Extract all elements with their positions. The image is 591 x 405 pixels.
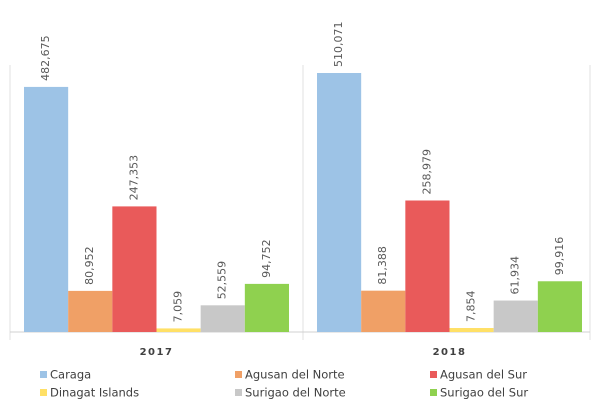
data-label: 81,388 — [376, 246, 389, 285]
bar — [405, 200, 450, 332]
bar — [200, 305, 245, 332]
legend-label: Dinagat Islands — [50, 386, 139, 400]
bar — [449, 328, 494, 332]
bar — [317, 73, 362, 332]
legend-label: Agusan del Sur — [440, 368, 527, 382]
bar — [68, 290, 113, 332]
data-label: 482,675 — [39, 35, 52, 80]
data-label: 99,916 — [553, 237, 566, 276]
legend-swatch — [40, 371, 47, 378]
bar — [361, 290, 406, 332]
bar — [537, 281, 582, 332]
data-label: 247,353 — [127, 155, 140, 201]
data-label: 7,854 — [465, 291, 478, 323]
data-label: 7,059 — [172, 291, 185, 323]
legend-label: Agusan del Norte — [245, 368, 345, 382]
bar — [24, 86, 69, 332]
legend-swatch — [235, 389, 242, 396]
legend-swatch — [40, 389, 47, 396]
bar — [112, 206, 157, 332]
legend-label: Surigao del Norte — [245, 386, 346, 400]
data-label: 61,934 — [509, 256, 522, 295]
legend-label: Caraga — [50, 368, 91, 382]
category-label: 2018 — [433, 347, 467, 358]
bar — [493, 300, 538, 332]
bar — [244, 283, 289, 332]
data-label: 94,752 — [260, 239, 273, 278]
category-label: 2017 — [140, 347, 174, 358]
data-label: 258,979 — [420, 149, 433, 195]
legend-swatch — [430, 371, 437, 378]
data-label: 52,559 — [216, 261, 229, 300]
data-label: 510,071 — [332, 22, 345, 68]
legend-swatch — [235, 371, 242, 378]
bar — [156, 328, 201, 332]
legend-swatch — [430, 389, 437, 396]
legend-label: Surigao del Sur — [440, 386, 528, 400]
data-label: 80,952 — [83, 246, 96, 285]
